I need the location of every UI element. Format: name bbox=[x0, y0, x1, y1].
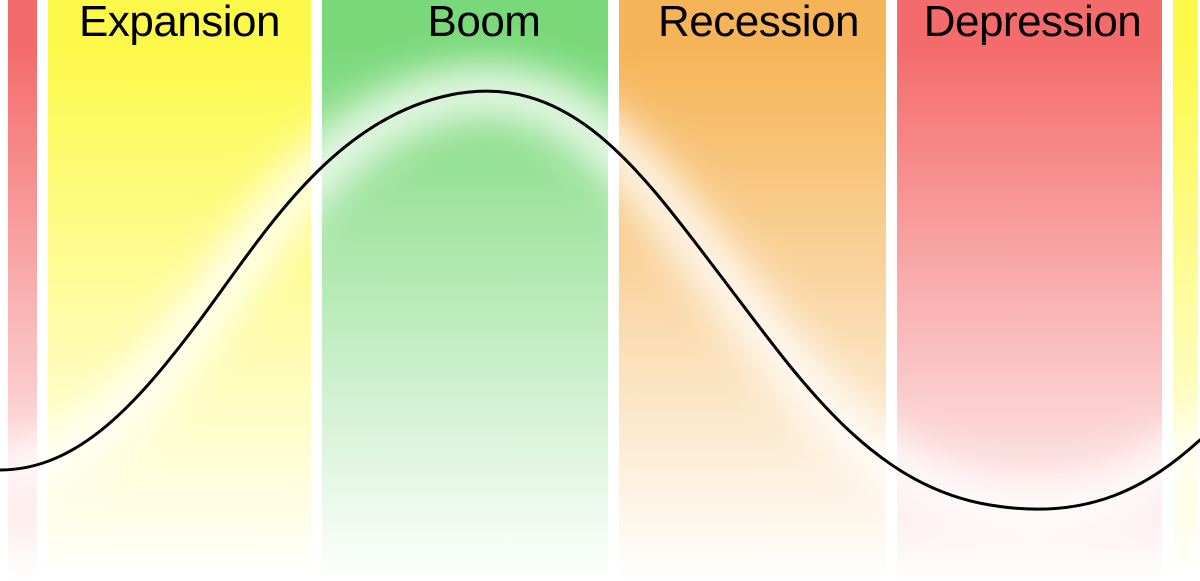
phase-band-expansion bbox=[48, 0, 311, 581]
phase-label-boom: Boom bbox=[360, 0, 608, 44]
phase-band-depression-tail-left bbox=[8, 0, 37, 581]
phase-band-expansion-tail-right bbox=[1173, 0, 1198, 581]
phase-label-recession: Recession bbox=[631, 0, 886, 44]
business-cycle-diagram: Expansion Boom RecessionDepression bbox=[0, 0, 1200, 581]
phase-label-depression: Depression bbox=[891, 0, 1174, 44]
phase-band-boom bbox=[322, 0, 608, 581]
phase-label-expansion: Expansion bbox=[48, 0, 311, 44]
phase-band-depression bbox=[897, 0, 1162, 581]
phase-band-recession bbox=[619, 0, 886, 581]
